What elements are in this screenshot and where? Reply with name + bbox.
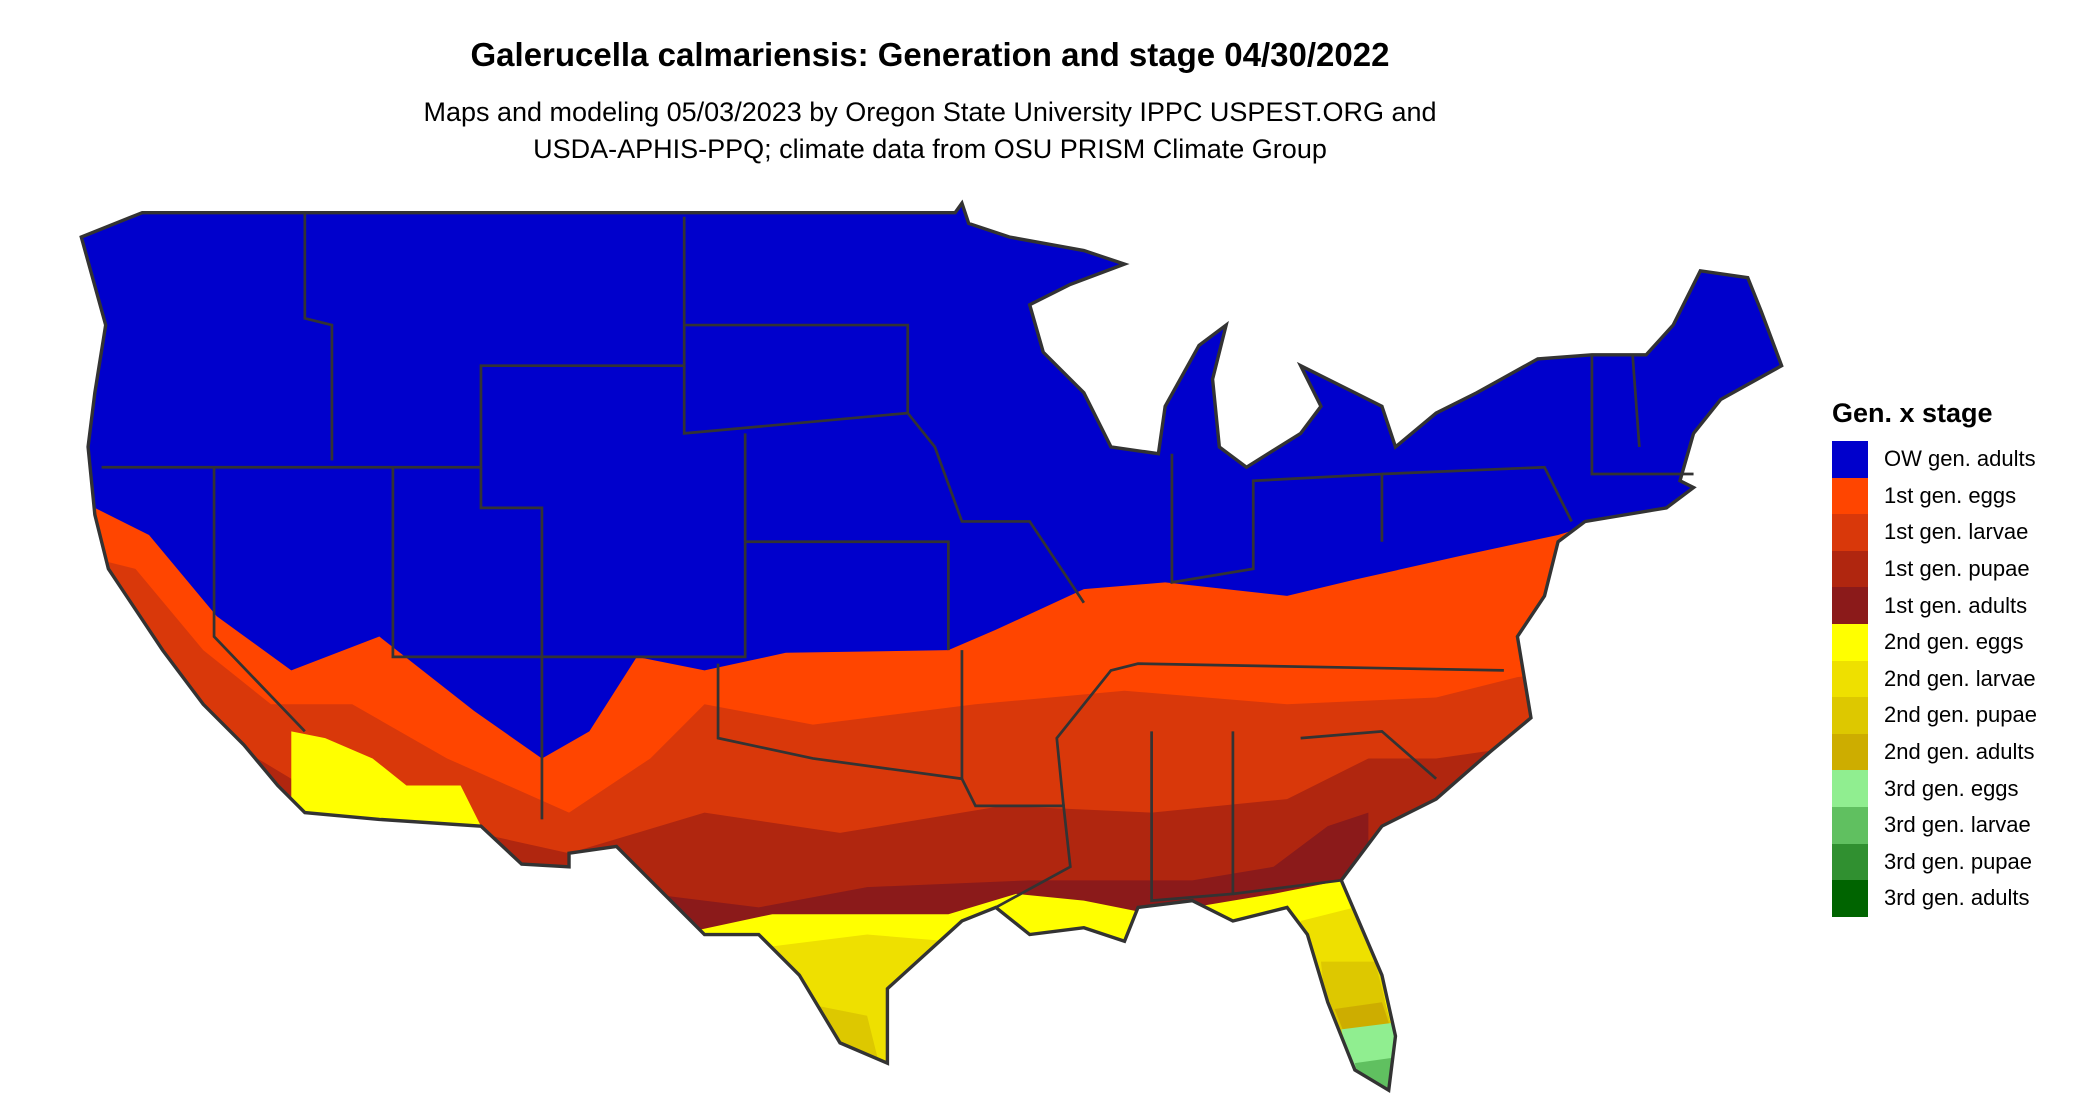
legend: Gen. x stage OW gen. adults 1st gen. eggs… — [1832, 398, 2037, 917]
legend-item: 2nd gen. adults — [1832, 733, 2037, 771]
legend-item: OW gen. adults — [1832, 441, 2037, 478]
legend-item: 3rd gen. pupae — [1832, 843, 2037, 881]
legend-swatch — [1832, 697, 1868, 734]
legend-label: 2nd gen. pupae — [1884, 702, 2037, 728]
state-border — [1170, 453, 1384, 584]
state-border — [1055, 662, 1504, 806]
legend-item: 1st gen. larvae — [1832, 514, 2037, 551]
legend-item: 3rd gen. adults — [1832, 880, 2037, 917]
subtitle-line-1: Maps and modeling 05/03/2023 by Oregon S… — [423, 97, 1437, 127]
state-border — [1631, 354, 1641, 448]
state-border — [1300, 729, 1438, 780]
state-border — [1232, 878, 1342, 896]
legend-label: 1st gen. adults — [1884, 592, 2028, 618]
legend-swatch — [1832, 623, 1868, 661]
legend-label: 1st gen. larvae — [1884, 519, 2029, 545]
legend-label: 3rd gen. eggs — [1884, 775, 2019, 801]
legend-item: 2nd gen. larvae — [1832, 660, 2037, 698]
legend-swatch — [1832, 880, 1868, 917]
legend-label: 3rd gen. pupae — [1884, 848, 2033, 874]
legend-label: 1st gen. pupae — [1884, 556, 2030, 582]
legend-item: 3rd gen. larvae — [1832, 806, 2037, 844]
legend-label: OW gen. adults — [1884, 446, 2036, 472]
legend-swatch — [1832, 441, 1868, 478]
state-border — [1150, 731, 1235, 903]
legend-swatch — [1832, 477, 1868, 515]
state-border — [101, 216, 686, 469]
legend-label: 3rd gen. adults — [1884, 885, 2030, 911]
legend-swatch — [1832, 843, 1868, 881]
state-borders — [101, 212, 1694, 909]
legend-swatch — [1832, 660, 1868, 698]
map-title: Galerucella calmariensis: Generation and… — [470, 36, 1390, 73]
legend-label: 2nd gen. adults — [1884, 739, 2035, 765]
state-border — [303, 212, 334, 461]
subtitle-line-2: USDA-APHIS-PPQ; climate data from OSU PR… — [533, 134, 1327, 164]
legend-swatch — [1832, 514, 1868, 551]
legend-item: 2nd gen. pupae — [1832, 697, 2037, 734]
state-border — [212, 467, 306, 733]
legend-swatch — [1832, 733, 1868, 771]
region-2nd-eggs — [677, 880, 1423, 1091]
legend-items: OW gen. adults 1st gen. eggs 1st gen. larv… — [1832, 441, 2037, 917]
legend-item: 2nd gen. eggs — [1832, 623, 2037, 661]
legend-swatch — [1832, 550, 1868, 588]
legend-label: 2nd gen. eggs — [1884, 629, 2024, 655]
legend-item: 1st gen. pupae — [1832, 550, 2037, 588]
region-2nd-eggs-arizona — [291, 731, 481, 833]
legend-title: Gen. x stage — [1832, 398, 1993, 428]
state-border — [1381, 465, 1573, 523]
legend-label: 3rd gen. larvae — [1884, 812, 2031, 838]
state-border — [716, 650, 964, 781]
legend-item: 1st gen. eggs — [1832, 477, 2037, 515]
state-border — [1590, 354, 1694, 476]
legend-swatch — [1832, 806, 1868, 844]
legend-item: 1st gen. adults — [1832, 587, 2037, 624]
state-border — [906, 412, 1085, 604]
legend-label: 1st gen. eggs — [1884, 482, 2017, 508]
state-border — [391, 467, 544, 820]
legend-item: 3rd gen. eggs — [1832, 770, 2037, 807]
legend-swatch — [1832, 587, 1868, 624]
map-subtitle: Maps and modeling 05/03/2023 by Oregon S… — [0, 94, 1860, 168]
state-border — [479, 467, 950, 659]
legend-swatch — [1832, 770, 1868, 807]
legend-label: 2nd gen. larvae — [1884, 665, 2036, 691]
region-3rd-larvae — [1354, 1056, 1403, 1091]
